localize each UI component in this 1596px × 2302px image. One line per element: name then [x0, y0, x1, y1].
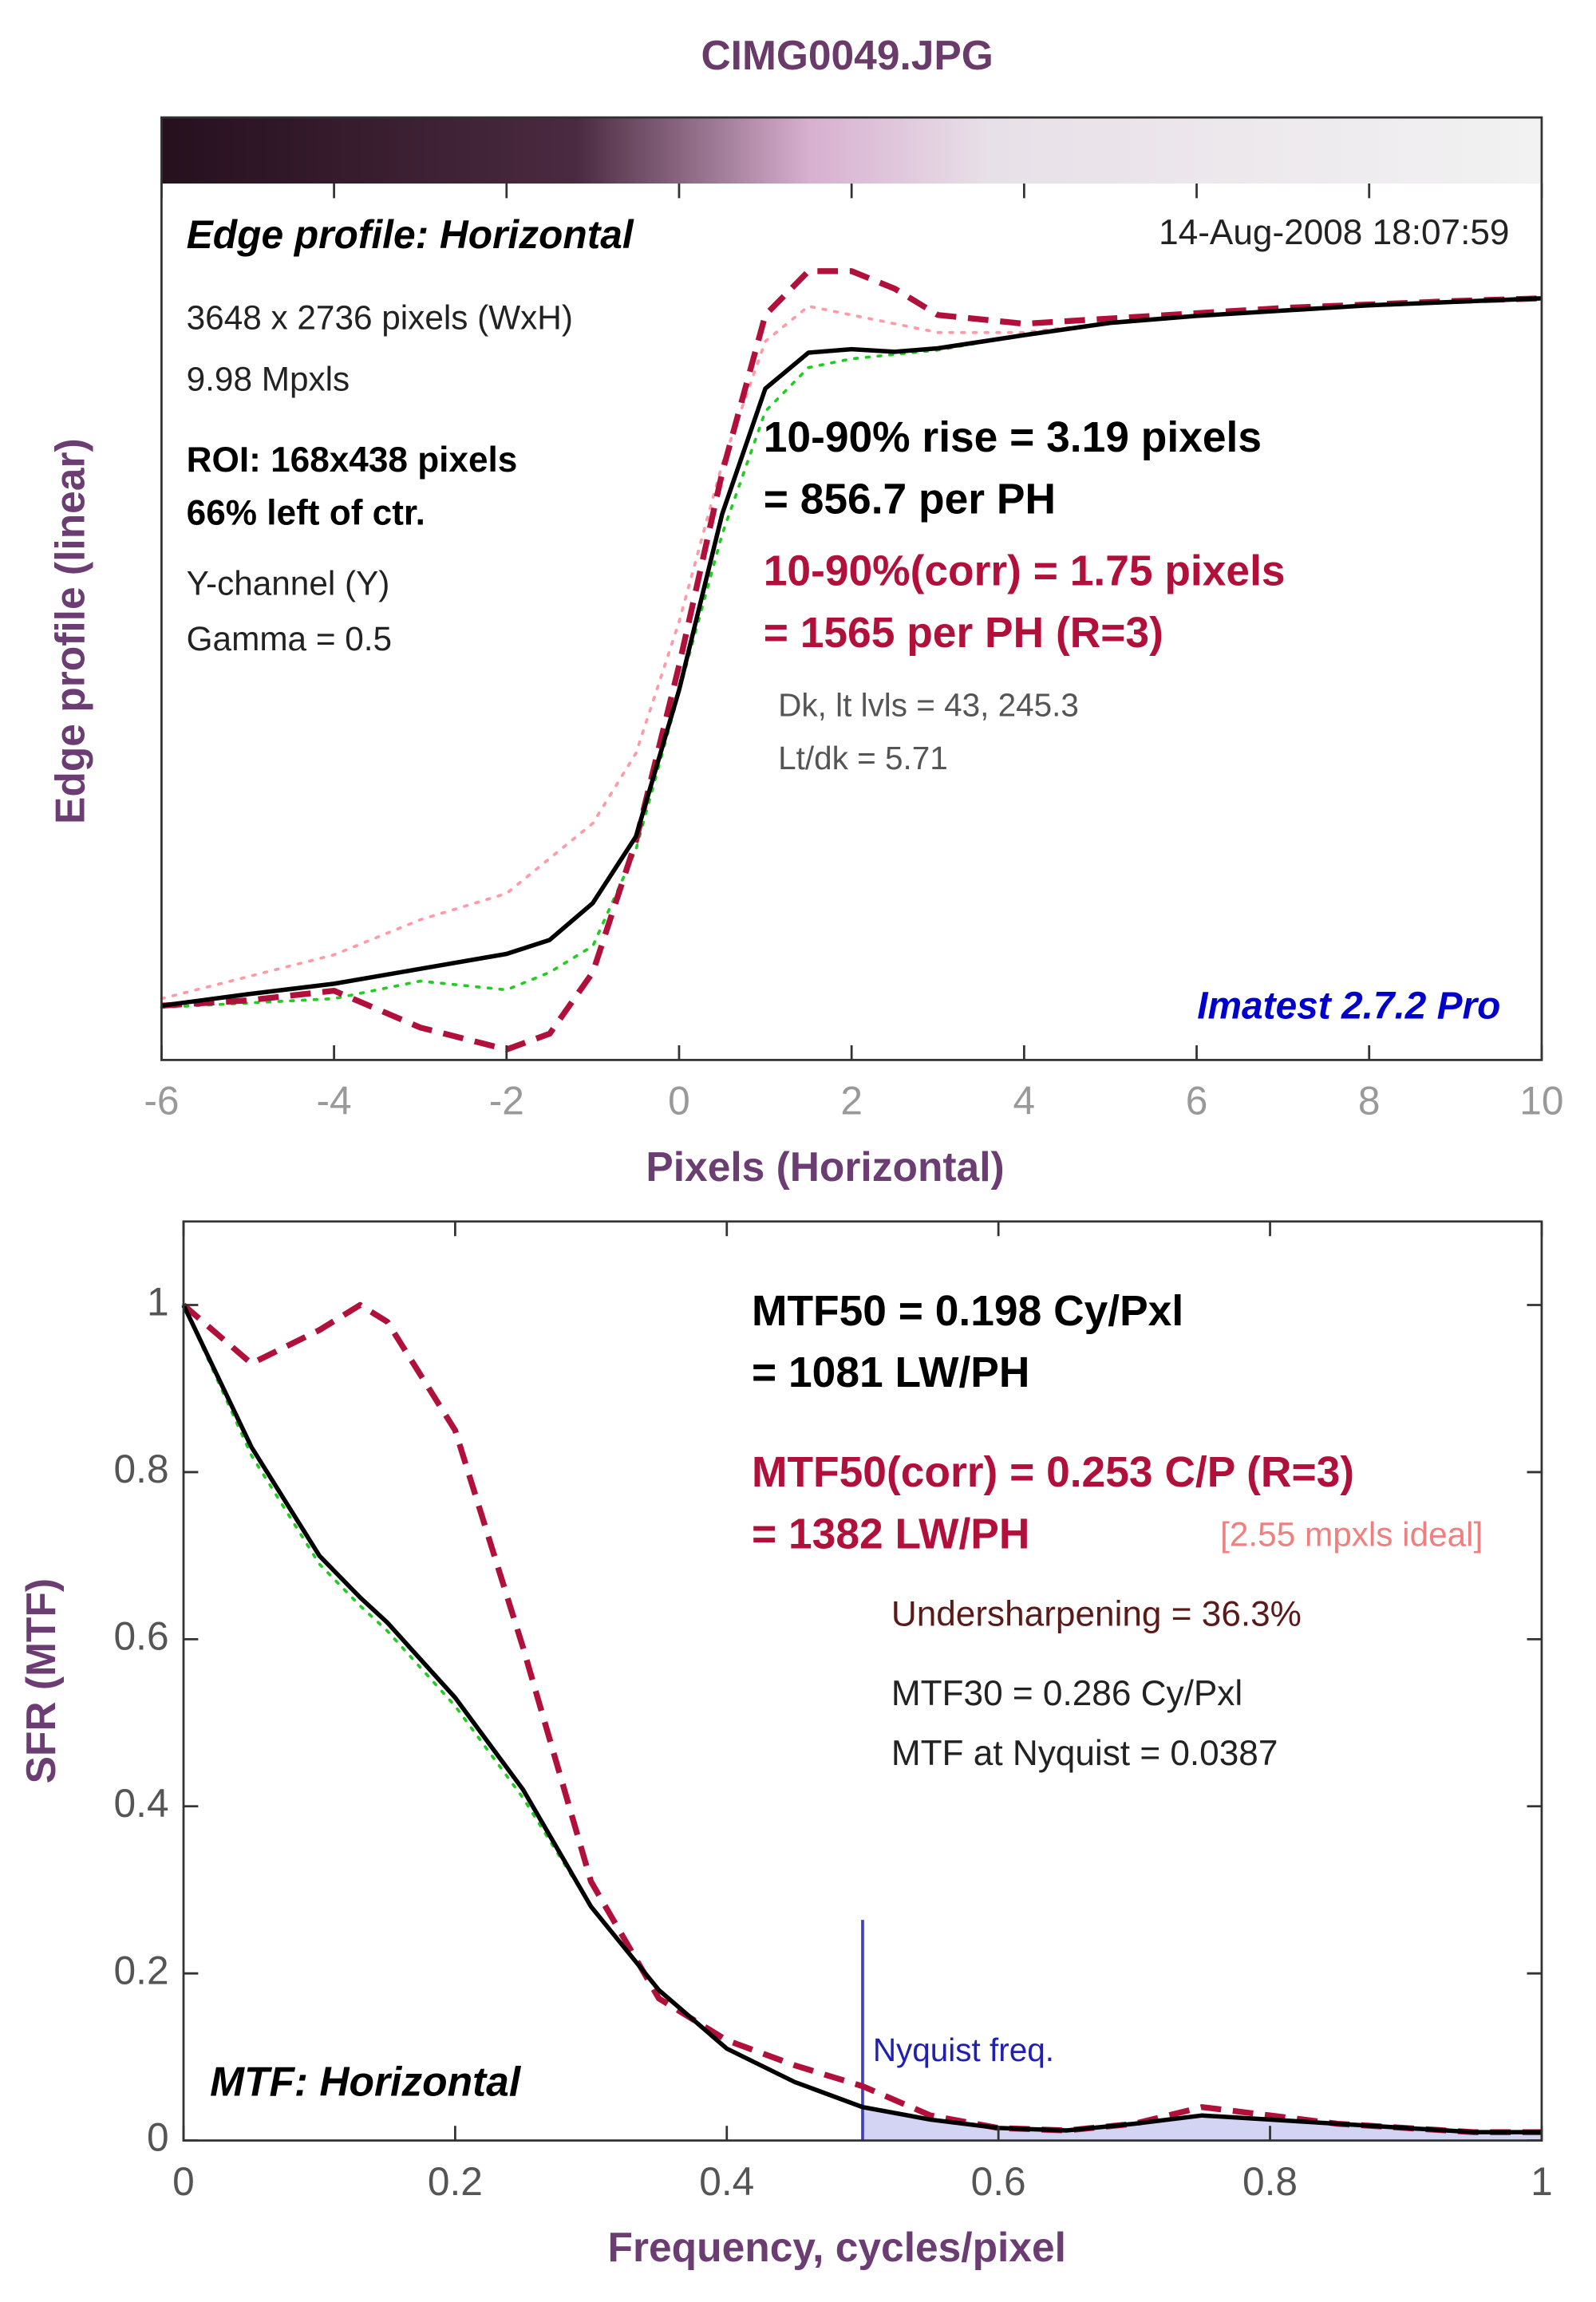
- x-tick-label: 1: [1531, 2159, 1553, 2204]
- nyquist-region: [862, 2107, 1542, 2141]
- x-tick-label: -4: [317, 1079, 352, 1123]
- y-tick-label: 0.6: [114, 1613, 169, 1658]
- annotation: 3648 x 2736 pixels (WxH): [187, 298, 573, 336]
- x-tick-label: 6: [1186, 1079, 1208, 1123]
- x-tick-label: 0.4: [699, 2159, 754, 2204]
- plot-frame: [160, 116, 1543, 1061]
- annotation: Undersharpening = 36.3%: [891, 1594, 1302, 1633]
- annotation: MTF at Nyquist = 0.0387: [891, 1734, 1278, 1773]
- x-tick-label: 10: [1519, 1079, 1563, 1123]
- annotation: 66% left of ctr.: [187, 493, 425, 532]
- series-line: [161, 268, 1543, 1052]
- y-tick-label: 0.8: [114, 1447, 169, 1491]
- series-line: [161, 296, 1543, 1009]
- y-axis-label: SFR (MTF): [18, 1578, 64, 1783]
- x-tick-label: 4: [1013, 1079, 1036, 1123]
- annotation: MTF50(corr) = 0.253 C/P (R=3): [752, 1449, 1354, 1496]
- x-tick-label: 0: [668, 1079, 690, 1123]
- y-tick-label: 0: [147, 2115, 169, 2160]
- annotation: 10-90%(corr) = 1.75 pixels: [764, 548, 1286, 595]
- x-tick-label: 0.8: [1242, 2159, 1298, 2204]
- annotation: = 1081 LW/PH: [752, 1349, 1029, 1396]
- x-tick-label: -6: [144, 1079, 179, 1123]
- x-axis-label: Frequency, cycles/pixel: [608, 2224, 1066, 2270]
- plot-frame: [182, 1220, 1543, 2142]
- y-tick-label: 0.4: [114, 1781, 169, 1826]
- annotation: 14-Aug-2008 18:07:59: [1159, 213, 1509, 252]
- annotation: Y-channel (Y): [187, 564, 390, 602]
- annotation: = 856.7 per PH: [764, 476, 1056, 523]
- y-tick-label: 0.2: [114, 1948, 169, 1992]
- annotation: = 1382 LW/PH: [752, 1510, 1029, 1558]
- annotation: Lt/dk = 5.71: [778, 740, 948, 776]
- annotation: Imatest 2.7.2 Pro: [1197, 985, 1500, 1028]
- annotation: MTF50 = 0.198 Cy/Pxl: [752, 1288, 1183, 1335]
- series-line: [160, 297, 1543, 1001]
- x-tick-label: 8: [1358, 1079, 1381, 1123]
- annotation: 10-90% rise = 3.19 pixels: [764, 414, 1262, 461]
- annotation: 9.98 Mpxls: [187, 361, 350, 398]
- series-line: [181, 1304, 1542, 2134]
- annotation: ROI: 168x438 pixels: [187, 440, 518, 480]
- annotation: Edge profile: Horizontal: [187, 212, 634, 257]
- annotation: = 1565 per PH (R=3): [764, 610, 1163, 657]
- annotation: Dk, lt lvls = 43, 245.3: [778, 687, 1079, 724]
- annotation: Gamma = 0.5: [187, 620, 392, 657]
- annotation: [2.55 mpxls ideal]: [1220, 1516, 1483, 1554]
- nyquist-label: Nyquist freq.: [873, 2032, 1054, 2068]
- x-axis-label: Pixels (Horizontal): [646, 1143, 1004, 1190]
- x-tick-label: -2: [489, 1079, 524, 1123]
- x-tick-label: 0: [172, 2159, 195, 2204]
- y-tick-label: 1: [147, 1280, 169, 1325]
- x-tick-label: 2: [840, 1079, 863, 1123]
- annotation: MTF: Horizontal: [210, 2058, 522, 2104]
- gradient-bar: [161, 117, 1542, 184]
- x-tick-label: 0.6: [971, 2159, 1026, 2204]
- chart-title: CIMG0049.JPG: [701, 32, 993, 78]
- annotation: MTF30 = 0.286 Cy/Pxl: [891, 1674, 1242, 1713]
- y-axis-label: Edge profile (linear): [47, 438, 93, 824]
- x-tick-label: 0.2: [428, 2159, 483, 2204]
